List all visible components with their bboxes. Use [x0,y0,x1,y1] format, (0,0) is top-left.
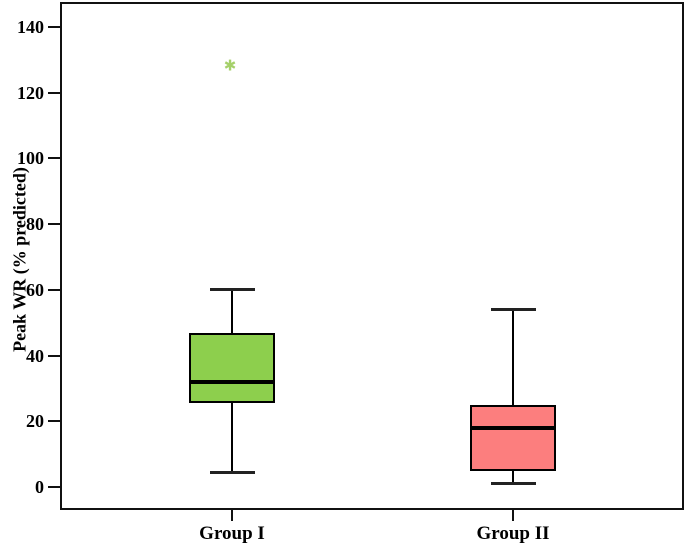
x-tick-mark [512,510,514,521]
plot-area [60,2,684,510]
y-tick-label: 120 [17,82,44,103]
x-category-label: Group I [199,523,265,544]
min-whisker-cap [209,470,255,474]
y-tick-mark [48,486,60,488]
median-line [189,379,275,384]
y-tick-label: 0 [35,477,44,497]
min-whisker-cap [490,482,536,486]
y-tick-mark [48,223,60,226]
y-tick-label: 40 [26,345,44,366]
y-tick-label: 140 [17,17,44,37]
upper-whisker [512,309,514,405]
iqr-box [189,332,275,404]
max-whisker-cap [209,288,255,292]
y-tick-mark [48,26,60,28]
x-category-label: Group II [476,523,550,544]
y-tick-label: 80 [26,214,44,235]
iqr-box [470,404,556,471]
y-axis-title: Peak WR (% predicted) [9,167,30,352]
outlier-star-marker: ✱ [223,56,237,75]
y-tick-mark [48,91,60,94]
y-tick-mark [48,157,60,160]
max-whisker-cap [490,308,536,312]
y-tick-mark [48,354,60,357]
upper-whisker [231,289,233,333]
y-tick-label: 100 [17,148,44,169]
y-tick-label: 20 [26,411,44,432]
lower-whisker [231,403,233,473]
y-tick-mark [48,420,60,423]
median-line [470,425,556,430]
y-tick-mark [48,288,60,291]
lower-whisker [512,470,514,484]
y-tick-label: 60 [26,279,44,300]
x-tick-mark [231,510,233,521]
